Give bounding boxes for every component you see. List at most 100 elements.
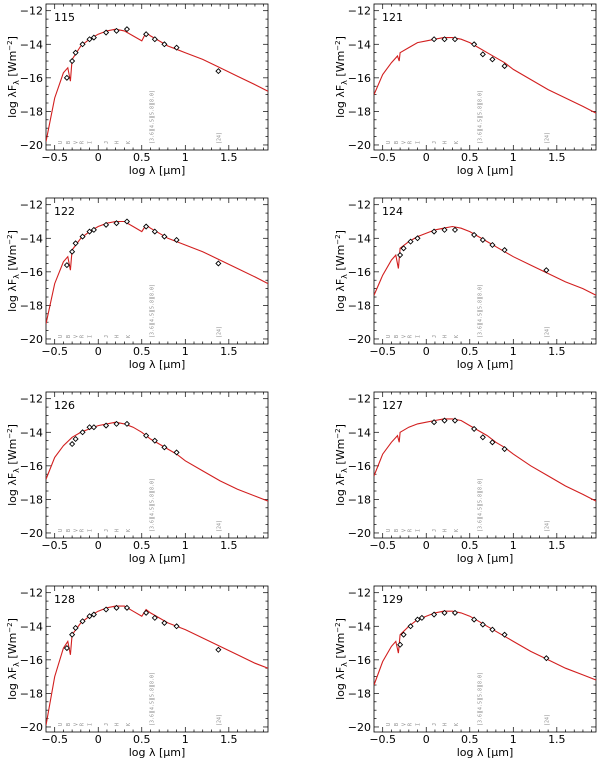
band-label: V — [74, 141, 80, 144]
photometry-point — [143, 223, 150, 230]
photometry-point — [397, 641, 404, 648]
y-label-main: log λF — [334, 667, 347, 700]
band-label: [5.8] — [149, 491, 155, 506]
photometry-point — [69, 631, 76, 638]
y-tick-label: −12 — [20, 393, 43, 406]
y-tick-label: −18 — [348, 299, 371, 312]
band-label: [4.5] — [149, 116, 155, 131]
model-sed-line — [374, 418, 596, 502]
photometry-point — [173, 236, 180, 243]
photometry-point — [215, 68, 222, 75]
band-label: V — [74, 335, 80, 338]
photometry-point — [72, 240, 79, 247]
y-tick-label: −20 — [348, 139, 371, 152]
photometry-point — [103, 221, 110, 228]
photometry-point — [407, 238, 414, 245]
band-label: B — [66, 529, 72, 532]
band-label: [4.5] — [477, 698, 483, 713]
band-label: [8.0] — [149, 672, 155, 687]
panel-124: −0.5 0 0.5 1 1.5 −20 −18 −16 −14 −12 log λ [μm] log… — [334, 197, 597, 371]
y-label-sub: λ — [12, 662, 21, 667]
x-tick-label: −0.5 — [41, 733, 68, 746]
band-label: K — [126, 141, 132, 144]
band-label: R — [408, 140, 414, 144]
band-label: H — [443, 335, 449, 338]
photometry-point — [441, 226, 448, 233]
panel-number: 127 — [382, 399, 403, 412]
band-label: [4.5] — [477, 504, 483, 519]
panel-number: 124 — [382, 205, 403, 218]
x-tick-label: 0.5 — [461, 733, 479, 746]
y-tick-label: −12 — [348, 393, 371, 406]
y-label-main: log λF — [334, 279, 347, 312]
band-label: [8.0] — [477, 672, 483, 687]
y-tick-label: −12 — [348, 199, 371, 212]
x-tick-label: 1.5 — [548, 151, 566, 164]
band-label: [3.6] — [149, 323, 155, 338]
photometry-point — [161, 444, 168, 451]
photometry-point — [143, 31, 150, 38]
band-label: V — [402, 335, 408, 338]
band-label: I — [416, 335, 422, 338]
photometry-point — [173, 449, 180, 456]
y-tick-label: −16 — [348, 460, 371, 473]
y-tick-label: −18 — [20, 299, 43, 312]
x-axis-label: log λ [μm] — [457, 164, 514, 177]
band-label: B — [394, 529, 400, 532]
x-tick-label: 0.5 — [133, 733, 151, 746]
y-tick-label: −16 — [20, 72, 43, 85]
plot-frame — [373, 585, 597, 733]
photometry-point — [90, 611, 97, 618]
photometry-point — [143, 432, 150, 439]
x-tick-label: 0.5 — [133, 151, 151, 164]
band-label: J — [432, 335, 438, 338]
band-label: [24] — [216, 520, 222, 532]
band-label: V — [74, 723, 80, 726]
band-label: U — [58, 529, 64, 532]
photometry-point — [90, 34, 97, 41]
photometry-point — [90, 424, 97, 431]
x-tick-label: 0 — [95, 539, 102, 552]
band-label: [8.0] — [477, 90, 483, 105]
band-label: V — [74, 529, 80, 532]
photometry-point — [407, 623, 414, 630]
y-tick-label: −16 — [20, 266, 43, 279]
band-label: I — [416, 723, 422, 726]
y-tick-label: −16 — [20, 460, 43, 473]
x-tick-label: 1.5 — [220, 539, 238, 552]
photometry-point — [103, 422, 110, 429]
band-label: [4.5] — [477, 310, 483, 325]
band-label: U — [386, 723, 392, 726]
plot-frame — [45, 3, 269, 151]
band-label: U — [386, 141, 392, 144]
photometry-point — [90, 226, 97, 233]
x-tick-label: 0 — [423, 151, 430, 164]
photometry-point — [471, 425, 478, 432]
band-label: K — [454, 723, 460, 726]
y-label-sub: λ — [340, 80, 349, 85]
band-label: [5.8] — [477, 103, 483, 118]
y-label-close: ] — [334, 618, 347, 622]
photometry-point — [72, 624, 79, 631]
band-label: J — [104, 723, 110, 726]
photometry-point — [123, 218, 131, 225]
panel-127: −0.5 0 0.5 1 1.5 −20 −18 −16 −14 −12 log λ [μm] log… — [334, 391, 597, 565]
band-label: K — [126, 335, 132, 338]
y-label-sub: λ — [340, 468, 349, 473]
band-label: [24] — [544, 520, 550, 532]
panel-number: 122 — [54, 205, 75, 218]
photometry-point — [471, 41, 478, 48]
x-tick-label: 1 — [510, 733, 517, 746]
x-tick-label: 1 — [182, 733, 189, 746]
band-label: R — [80, 528, 86, 532]
model-sed-line — [374, 37, 596, 114]
y-tick-label: −20 — [20, 721, 43, 734]
photometry-point — [400, 245, 407, 252]
band-label: [24] — [544, 714, 550, 726]
band-label: [3.6] — [149, 129, 155, 144]
photometry-point — [63, 262, 70, 269]
y-label-exp: −2 — [334, 622, 342, 632]
band-label: I — [416, 141, 422, 144]
band-label: [8.0] — [149, 478, 155, 493]
photometry-point — [501, 446, 508, 453]
